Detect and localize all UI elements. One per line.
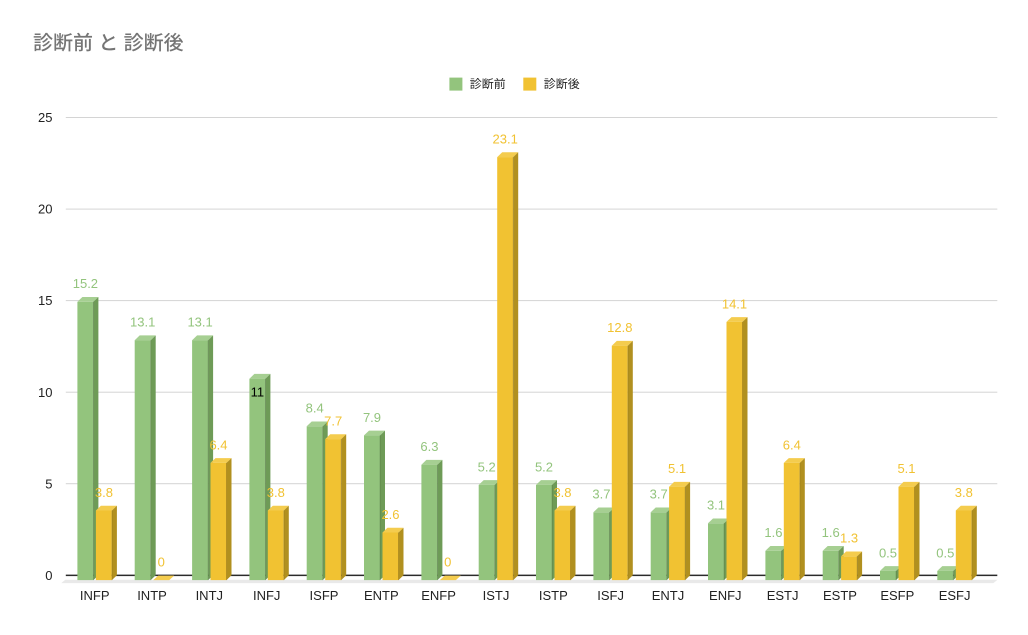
svg-text:5.1: 5.1 [668, 461, 686, 476]
svg-text:INTP: INTP [137, 588, 167, 603]
svg-text:1.6: 1.6 [822, 525, 840, 540]
svg-text:ESFJ: ESFJ [939, 588, 971, 603]
svg-text:6.4: 6.4 [209, 437, 227, 452]
svg-text:ISFP: ISFP [310, 588, 339, 603]
svg-text:0.5: 0.5 [879, 545, 897, 560]
svg-text:2.6: 2.6 [381, 507, 399, 522]
svg-text:3.8: 3.8 [553, 485, 571, 500]
svg-text:5.1: 5.1 [897, 461, 915, 476]
svg-text:ENFP: ENFP [421, 588, 456, 603]
svg-text:13.1: 13.1 [187, 315, 212, 330]
svg-text:3.7: 3.7 [592, 487, 610, 502]
svg-text:INFP: INFP [80, 588, 110, 603]
svg-text:5.2: 5.2 [478, 459, 496, 474]
svg-text:1.3: 1.3 [840, 531, 858, 546]
svg-text:10: 10 [38, 385, 52, 400]
svg-text:ENFJ: ENFJ [709, 588, 742, 603]
svg-text:0: 0 [45, 568, 52, 583]
svg-text:INFJ: INFJ [253, 588, 280, 603]
svg-text:11: 11 [251, 384, 265, 399]
svg-text:23.1: 23.1 [493, 132, 518, 147]
svg-text:20: 20 [38, 202, 52, 217]
svg-text:7.9: 7.9 [363, 410, 381, 425]
svg-text:3.8: 3.8 [95, 485, 113, 500]
svg-text:13.1: 13.1 [130, 315, 155, 330]
svg-text:25: 25 [38, 110, 52, 125]
svg-text:0: 0 [444, 555, 451, 570]
svg-text:5: 5 [45, 476, 52, 491]
svg-text:ISTJ: ISTJ [483, 588, 510, 603]
svg-text:3.8: 3.8 [267, 485, 285, 500]
svg-text:INTJ: INTJ [196, 588, 223, 603]
svg-text:ESTP: ESTP [823, 588, 857, 603]
svg-text:ENTJ: ENTJ [652, 588, 685, 603]
svg-text:ISTP: ISTP [539, 588, 568, 603]
svg-text:1.6: 1.6 [764, 525, 782, 540]
svg-text:3.7: 3.7 [650, 487, 668, 502]
svg-text:15.2: 15.2 [73, 276, 98, 291]
svg-text:5.2: 5.2 [535, 459, 553, 474]
svg-text:ENTP: ENTP [364, 588, 399, 603]
svg-text:8.4: 8.4 [306, 401, 324, 416]
svg-text:0: 0 [158, 555, 165, 570]
svg-text:6.4: 6.4 [783, 437, 801, 452]
svg-text:ESTJ: ESTJ [767, 588, 799, 603]
svg-text:7.7: 7.7 [324, 414, 342, 429]
svg-text:12.8: 12.8 [607, 320, 632, 335]
svg-text:ESFP: ESFP [880, 588, 914, 603]
svg-text:6.3: 6.3 [420, 439, 438, 454]
svg-text:0.5: 0.5 [936, 545, 954, 560]
svg-text:3.8: 3.8 [955, 485, 973, 500]
svg-text:14.1: 14.1 [722, 296, 747, 311]
svg-text:3.1: 3.1 [707, 498, 725, 513]
svg-text:15: 15 [38, 293, 52, 308]
svg-text:ISFJ: ISFJ [597, 588, 624, 603]
